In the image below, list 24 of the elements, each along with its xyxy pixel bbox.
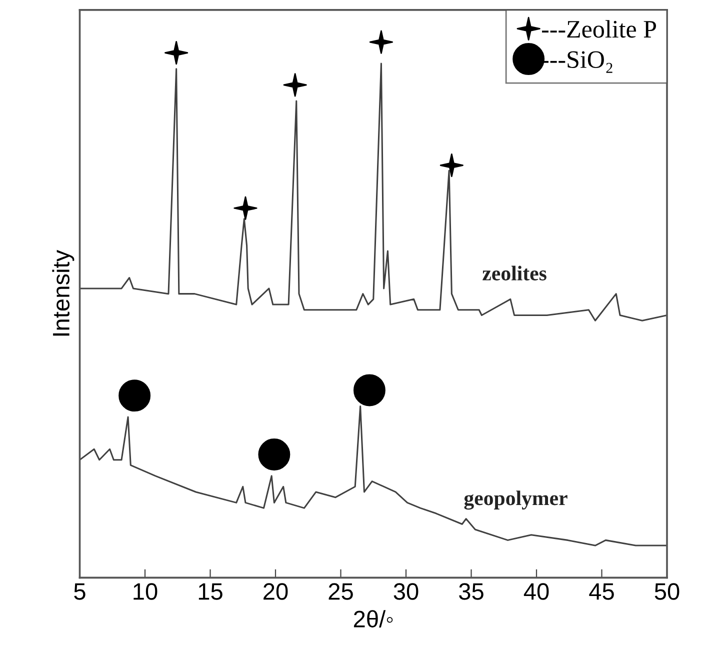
point [234, 196, 258, 220]
series-label: geopolymer [464, 490, 568, 510]
x-axis-title: 2θ/◦ [354, 610, 393, 628]
point [369, 30, 394, 54]
x-tick-label: 20 [264, 583, 288, 600]
point [353, 374, 386, 406]
point [118, 380, 151, 412]
x-tick-label: 40 [524, 583, 549, 600]
x-tick-label: 45 [589, 583, 614, 600]
legend-label: ---SiO₂ [542, 51, 612, 73]
legend-label: ---Zeolite P [542, 20, 656, 38]
series-label: zeolites [482, 266, 546, 280]
x-tick-label: 15 [198, 583, 222, 600]
x-tick-label: 50 [654, 583, 680, 600]
x-tick-label: 5 [74, 583, 86, 600]
y-axis-title: Intensity [52, 250, 74, 336]
point [440, 153, 464, 178]
x-tick-label: 30 [394, 583, 418, 600]
x-tick-label: 10 [134, 583, 158, 600]
point [258, 438, 290, 470]
point [283, 73, 307, 97]
point [164, 41, 188, 65]
x-tick-label: 25 [328, 583, 353, 600]
x-tick-label: 35 [459, 583, 484, 600]
